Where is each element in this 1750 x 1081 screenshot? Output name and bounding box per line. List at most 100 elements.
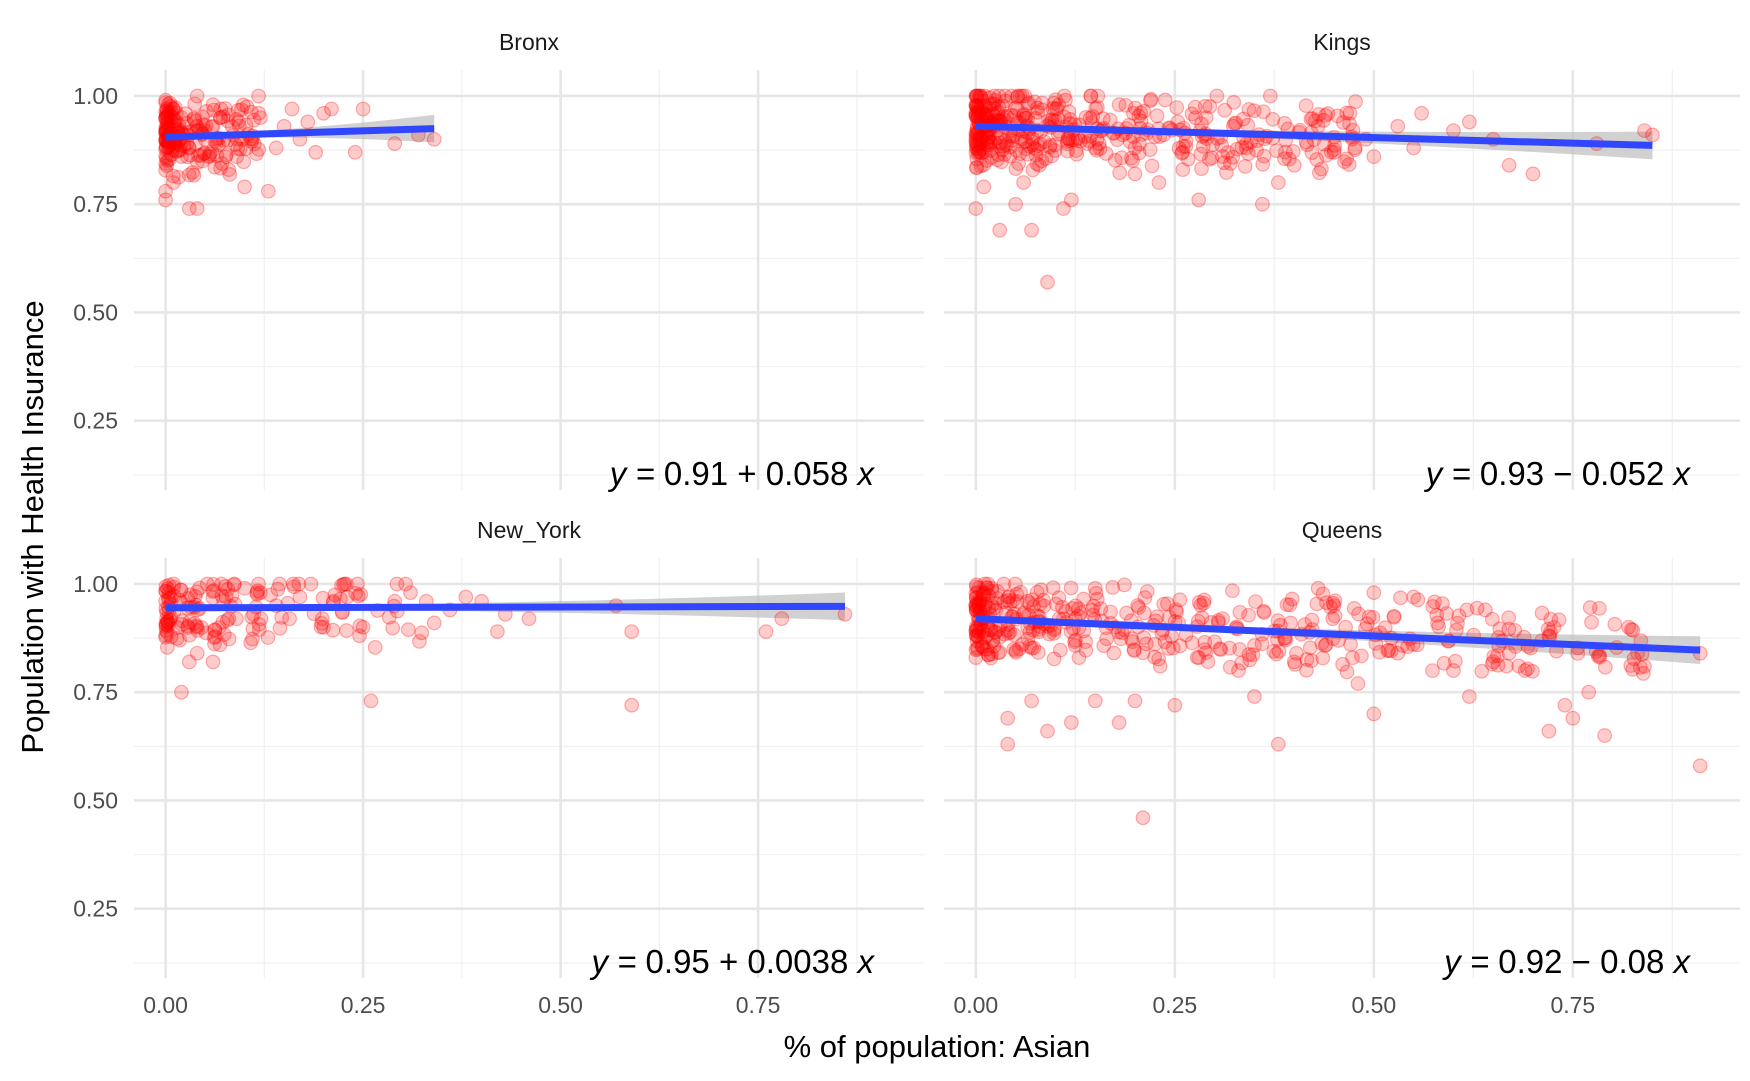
- data-point: [1314, 635, 1330, 651]
- data-point: [1032, 157, 1047, 173]
- data-point: [975, 586, 991, 602]
- data-point: [971, 624, 987, 640]
- data-point: [234, 102, 249, 117]
- y-axis-title: Population with Health Insurance: [15, 300, 50, 753]
- data-point: [221, 611, 237, 627]
- data-point: [214, 156, 230, 171]
- data-point: [1339, 664, 1355, 680]
- data-point: [316, 619, 332, 635]
- data-point: [1152, 658, 1168, 674]
- data-point: [1127, 100, 1143, 116]
- data-point: [1059, 134, 1075, 149]
- data-point: [334, 578, 349, 593]
- data-point: [1315, 650, 1331, 666]
- data-point: [186, 112, 202, 127]
- data-point: [971, 98, 987, 114]
- y-tick-label: 0.25: [73, 896, 118, 922]
- data-point: [1029, 584, 1045, 600]
- data-point: [1195, 138, 1211, 154]
- data-point: [217, 579, 233, 594]
- data-point: [1044, 148, 1060, 164]
- data-point: [1142, 142, 1158, 158]
- panel-grid: [944, 70, 1740, 490]
- data-point: [1079, 136, 1095, 151]
- data-point: [1002, 624, 1018, 640]
- data-point: [1218, 165, 1234, 180]
- data-point: [968, 145, 984, 161]
- data-point: [968, 599, 984, 615]
- data-point: [199, 576, 215, 592]
- data-point: [1126, 105, 1141, 121]
- data-point: [999, 109, 1015, 124]
- data-point: [339, 589, 355, 605]
- data-point: [969, 621, 984, 637]
- data-point: [160, 618, 176, 633]
- x-axis-title: % of population: Asian: [784, 1029, 1091, 1064]
- data-point: [389, 576, 405, 592]
- data-point: [1241, 607, 1256, 623]
- data-point: [166, 588, 182, 604]
- data-point: [202, 148, 217, 164]
- data-point: [1189, 650, 1205, 665]
- data-point: [252, 622, 267, 638]
- data-point: [1191, 192, 1207, 208]
- data-point: [183, 587, 198, 603]
- data-point: [1309, 596, 1325, 612]
- data-point: [166, 101, 181, 117]
- data-point: [1090, 88, 1106, 104]
- data-point: [158, 156, 174, 171]
- data-point: [1286, 654, 1302, 670]
- data-point: [272, 576, 288, 592]
- data-point: [971, 105, 987, 121]
- data-point: [1525, 166, 1541, 182]
- data-point: [285, 576, 301, 592]
- data-point: [1342, 105, 1358, 121]
- data-point: [1207, 634, 1223, 650]
- data-point: [336, 577, 351, 592]
- x-axis-ticks-right-col: 0.00 0.25 0.50 0.75: [953, 992, 1595, 1018]
- data-point: [986, 88, 1002, 104]
- data-point: [968, 88, 984, 104]
- data-point: [159, 611, 174, 627]
- data-point: [1123, 150, 1139, 166]
- data-point: [347, 144, 363, 160]
- data-point: [166, 576, 181, 592]
- data-point: [1241, 102, 1257, 117]
- data-point: [159, 158, 175, 173]
- data-point: [1249, 142, 1264, 158]
- data-point: [170, 620, 185, 635]
- data-point: [1386, 608, 1402, 624]
- data-point: [172, 142, 188, 158]
- data-point: [193, 148, 209, 163]
- data-point: [1071, 650, 1087, 666]
- data-point: [990, 645, 1006, 661]
- data-point: [1205, 137, 1221, 153]
- data-point: [1000, 592, 1015, 608]
- data-point: [1030, 645, 1046, 660]
- data-point: [1083, 88, 1099, 104]
- data-point: [1020, 146, 1036, 162]
- data-point: [1446, 663, 1461, 678]
- data-point: [1056, 109, 1072, 125]
- data-point: [1350, 676, 1366, 691]
- data-point: [624, 697, 640, 713]
- data-point: [1346, 601, 1362, 616]
- data-point: [1151, 651, 1167, 667]
- data-point: [174, 617, 190, 632]
- data-point: [979, 135, 995, 151]
- data-point: [166, 175, 181, 190]
- data-point: [979, 627, 995, 643]
- data-point: [314, 615, 330, 631]
- data-point: [1461, 114, 1477, 130]
- data-point: [180, 591, 196, 606]
- data-point: [237, 580, 253, 596]
- data-point: [1078, 634, 1094, 650]
- data-point: [167, 116, 182, 132]
- data-point: [1143, 93, 1158, 109]
- data-point: [1271, 643, 1287, 659]
- data-point: [325, 622, 341, 638]
- panel-new-york: New_York y = 0.95 + 0.0038 x: [134, 517, 924, 980]
- data-point: [209, 148, 225, 164]
- data-point: [188, 113, 203, 129]
- data-point: [968, 598, 984, 614]
